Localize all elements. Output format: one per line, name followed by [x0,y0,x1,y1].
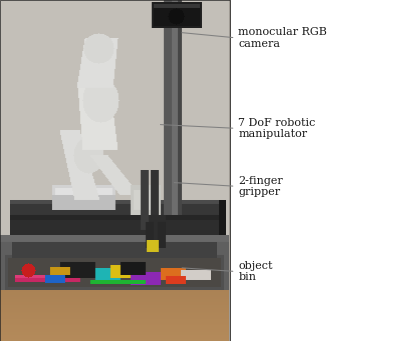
Text: 2-finger
gripper: 2-finger gripper [174,176,283,197]
Text: 7 DoF robotic
manipulator: 7 DoF robotic manipulator [160,118,316,139]
Text: object
bin: object bin [182,261,273,282]
Text: monocular RGB
camera: monocular RGB camera [182,27,327,49]
